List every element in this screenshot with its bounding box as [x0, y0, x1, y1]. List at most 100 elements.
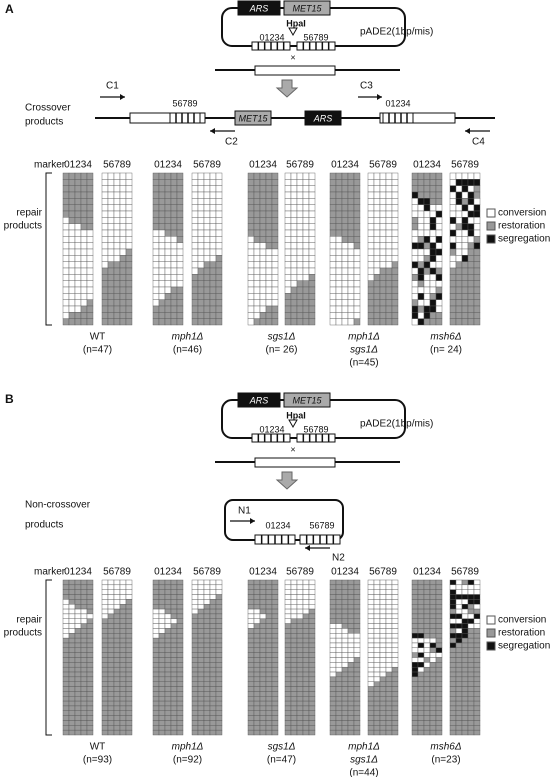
grid-cell: [461, 318, 469, 326]
grid-cell: [203, 305, 211, 313]
grid-cell: [158, 305, 166, 313]
grid-cell: [164, 676, 172, 682]
grid-cell: [423, 657, 431, 663]
grid-cell: [215, 312, 223, 319]
grid-cell: [152, 293, 160, 300]
grid-cell: [373, 312, 381, 319]
grid-cell: [308, 280, 316, 288]
grid-cell: [203, 666, 211, 673]
grid-cell: [80, 223, 88, 231]
grid-cell: [86, 210, 94, 218]
grid-cell: [411, 608, 419, 615]
grid-cell: [373, 579, 381, 586]
grid-cell: [119, 608, 127, 615]
grid-cell: [429, 267, 437, 275]
grid-cell: [449, 312, 457, 319]
grid-cell: [467, 286, 475, 294]
grid-cell: [455, 579, 463, 586]
grid-cell: [191, 729, 199, 736]
grid-cell: [373, 599, 381, 605]
grid-cell: [164, 299, 172, 307]
grid-cell: [284, 633, 292, 639]
grid-cell: [62, 662, 70, 668]
grid-cell: [373, 637, 381, 644]
grid-cell: [271, 613, 279, 619]
grid-cell: [435, 608, 443, 615]
grid-cell: [353, 729, 361, 736]
grid-cell: [62, 267, 70, 275]
grid-cell: [247, 172, 255, 180]
grid-cell: [302, 248, 310, 256]
grid-cell: [107, 204, 115, 212]
grid-cell: [170, 633, 178, 639]
grid-cell: [347, 676, 355, 682]
grid-cell: [176, 305, 184, 313]
grid-cell: [101, 210, 109, 218]
grid-cell: [347, 633, 355, 639]
grid-cell: [62, 647, 70, 653]
label: 01234: [249, 567, 277, 578]
grid-cell: [62, 584, 70, 590]
grid-cell: [107, 671, 115, 678]
grid-cell: [152, 267, 160, 275]
grid-cell: [367, 720, 375, 726]
grid-cell: [191, 299, 199, 307]
grid-cell: [347, 681, 355, 687]
grid-cell: [455, 236, 463, 243]
grid-cell: [290, 633, 298, 639]
grid-cell: [379, 710, 387, 716]
grid-cell: [203, 671, 211, 678]
grid-cell: [329, 223, 337, 231]
grid-cell: [417, 229, 425, 237]
grid-cell: [101, 236, 109, 243]
label: 01234: [64, 160, 92, 171]
grid-cell: [86, 280, 94, 288]
grid-cell: [455, 725, 463, 731]
grid-cell: [158, 217, 166, 224]
grid-cell: [247, 255, 255, 262]
grid-cell: [247, 267, 255, 275]
grid-cell: [335, 589, 343, 595]
grid-cell: [265, 696, 273, 702]
grid-cell: [335, 305, 343, 313]
grid-cell: [107, 579, 115, 586]
grid-cell: [265, 229, 273, 237]
grid-cell: [80, 710, 88, 716]
grid-cell: [158, 589, 166, 595]
grid-cell: [296, 236, 304, 243]
grid-cell: [284, 642, 292, 649]
label: products: [25, 117, 63, 128]
grid-cell: [473, 696, 481, 702]
grid-cell: [467, 185, 475, 193]
grid-cell: [119, 589, 127, 595]
grid-cell: [215, 599, 223, 605]
grid-cell: [170, 312, 178, 319]
grid-cell: [68, 198, 76, 205]
grid-cell: [152, 280, 160, 288]
grid-cell: [290, 179, 298, 186]
grid-cell: [329, 729, 337, 736]
grid-cell: [164, 185, 172, 193]
grid-cell: [308, 608, 316, 615]
grid-cell: [152, 715, 160, 721]
grid-cell: [197, 248, 205, 256]
grid-cell: [467, 725, 475, 731]
grid-cell: [107, 662, 115, 668]
grid-cell: [113, 604, 121, 610]
grid-cell: [119, 666, 127, 673]
grid-cell: [379, 599, 387, 605]
grid-cell: [467, 671, 475, 678]
grid-cell: [429, 594, 437, 600]
grid-cell: [455, 705, 463, 711]
grid-cell: [367, 623, 375, 629]
grid-cell: [101, 589, 109, 595]
grid-cell: [125, 681, 133, 687]
grid-cell: [473, 691, 481, 697]
grid-cell: [259, 280, 267, 288]
grid-cell: [367, 652, 375, 658]
grid-cell: [113, 608, 121, 615]
grid-cell: [417, 700, 425, 707]
grid-cell: [125, 618, 133, 624]
grid-cell: [379, 579, 387, 586]
